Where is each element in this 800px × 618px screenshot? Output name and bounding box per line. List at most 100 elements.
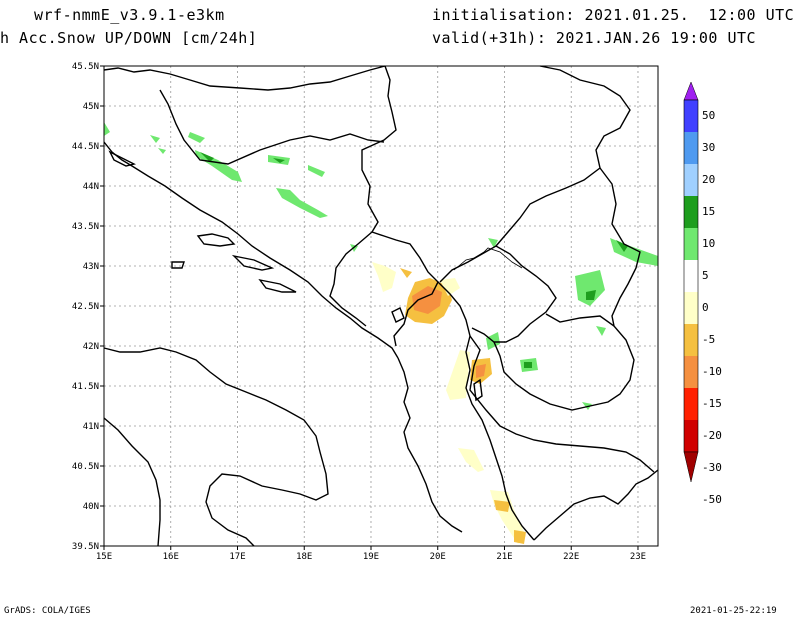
field-title: h Acc.Snow UP/DOWN [cm/24h] (0, 29, 258, 47)
lake-skadar (391, 307, 405, 323)
colorbar-swatch (684, 100, 698, 132)
colorbar-swatch (684, 356, 698, 388)
colorbar-label: 0 (702, 301, 709, 314)
snow-area (158, 148, 166, 154)
footer-timestamp: 2021-01-25-22:19 (690, 606, 777, 616)
x-tick-label: 15E (96, 552, 112, 562)
snow-area (273, 158, 285, 163)
border-albania-east (437, 281, 535, 541)
snow-area (200, 152, 214, 162)
colorbar-label: -10 (702, 365, 722, 378)
y-tick-label: 40N (83, 502, 99, 512)
colorbar-swatch (684, 196, 698, 228)
snow-area (446, 350, 470, 400)
colorbar-swatch (684, 420, 698, 452)
colorbar-label: -30 (702, 461, 722, 474)
y-tick-label: 40.5N (72, 462, 99, 472)
y-tick-label: 43N (83, 262, 99, 272)
island-hvar (231, 254, 275, 271)
coastlines-borders (103, 65, 659, 547)
colorbar-top-arrow (683, 81, 699, 101)
colorbar-label: -20 (702, 429, 722, 442)
snow-area (488, 238, 498, 248)
y-tick-label: 43.5N (72, 222, 99, 232)
coastline-italy-heel (103, 417, 161, 547)
coastline-albania (397, 357, 463, 533)
colorbar-swatch (684, 324, 698, 356)
snow-area (514, 530, 526, 544)
y-tick-label: 44N (83, 182, 99, 192)
x-tick-label: 23E (630, 552, 646, 562)
x-tick-label: 19E (363, 552, 379, 562)
snow-area (150, 135, 160, 143)
y-tick-label: 42N (83, 342, 99, 352)
snow-area (596, 326, 606, 336)
snow-area (458, 448, 484, 472)
colorbar-label: -50 (702, 493, 722, 506)
y-tick-label: 42.5N (72, 302, 99, 312)
x-tick-label: 22E (563, 552, 579, 562)
y-tick-label: 41N (83, 422, 99, 432)
snow-area (400, 268, 412, 278)
y-axis-ticks: 39.5N 40N 40.5N 41N 41.5N 42N 42.5N 43N 43.5N 44N… (72, 62, 104, 552)
x-tick-label: 17E (229, 552, 245, 562)
snow-area (372, 262, 396, 292)
snow-area (616, 240, 628, 252)
valid-time: valid(+31h): 2021.JAN.26 19:00 UTC (432, 29, 757, 47)
x-tick-label: 20E (430, 552, 446, 562)
border-north (103, 65, 386, 91)
colorbar-label: 30 (702, 141, 715, 154)
snow-area (494, 500, 510, 512)
colorbar-swatch (684, 388, 698, 420)
island-korcula (258, 278, 297, 293)
island-brac (196, 233, 236, 247)
colorbar-label: -5 (702, 333, 715, 346)
lake-ohrid (473, 378, 483, 402)
colorbar-label: 5 (702, 269, 709, 282)
border-kosovo (439, 245, 557, 343)
y-tick-label: 39.5N (72, 542, 99, 552)
island-vis (171, 261, 185, 269)
snow-area (575, 270, 605, 306)
border-serbia-east (495, 65, 631, 247)
y-tick-label: 45N (83, 102, 99, 112)
snow-accumulation-areas (104, 122, 658, 544)
island-krk (108, 150, 137, 167)
border-greece (469, 335, 655, 473)
colorbar-swatch (684, 260, 698, 292)
x-tick-label: 18E (296, 552, 312, 562)
y-tick-label: 45.5N (72, 62, 99, 72)
colorbar-label: 10 (702, 237, 715, 250)
snow-area (586, 290, 596, 300)
colorbar-label: -15 (702, 397, 722, 410)
model-title: wrf-nmmE_v3.9.1-e3km (34, 6, 225, 24)
border-bulgaria (599, 167, 641, 327)
snow-area (412, 286, 442, 314)
minor-borders (453, 247, 523, 271)
snow-area (308, 165, 325, 177)
border-north-macedonia (493, 313, 635, 411)
y-tick-label: 44.5N (72, 142, 99, 152)
coastline-italy-east (103, 347, 329, 547)
coastline-adriatic-north (103, 141, 399, 359)
x-tick-label: 16E (163, 552, 179, 562)
colorbar-label: 15 (702, 205, 715, 218)
colorbar-swatch (684, 164, 698, 196)
snow-area (476, 364, 486, 378)
coastline-greece (533, 469, 659, 541)
border-serbia-west (361, 65, 397, 233)
colorbar-label: 50 (702, 109, 715, 122)
y-tick-label: 41.5N (72, 382, 99, 392)
border-montenegro (329, 231, 373, 327)
border-bosnia (159, 89, 385, 165)
colorbar-swatch (684, 292, 698, 324)
colorbar-label: 20 (702, 173, 715, 186)
colorbar-bottom-arrow (683, 451, 699, 483)
x-tick-label: 21E (496, 552, 512, 562)
snow-area (524, 362, 532, 368)
snow-area (276, 188, 328, 218)
snow-area (104, 122, 110, 136)
snow-area (440, 278, 460, 296)
